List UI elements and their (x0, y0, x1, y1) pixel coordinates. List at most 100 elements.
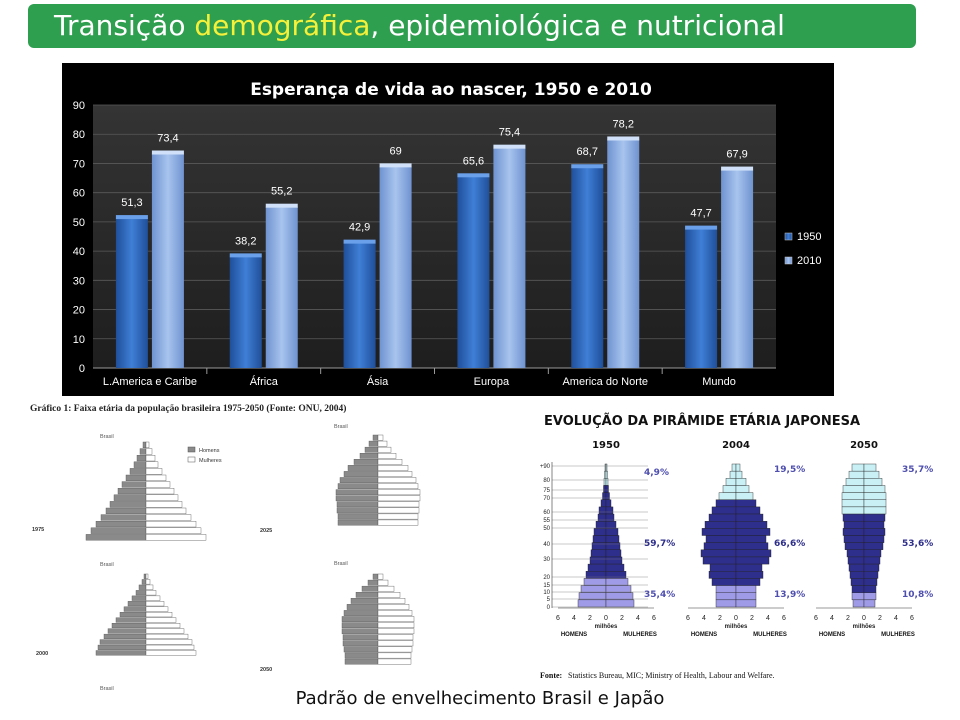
japan-bar-mulheres (735, 520, 768, 529)
japan-year-label: 2050 (850, 440, 878, 451)
japan-x-tick: 6 (910, 615, 914, 622)
japan-bar-homens (715, 592, 737, 601)
pyramid-bar-mulheres (377, 513, 419, 520)
bar-data-label: 42,9 (349, 222, 370, 234)
title-highlight: demográfica (194, 9, 371, 42)
japan-bar-homens (590, 549, 607, 558)
pyramid-bar-homens (347, 465, 379, 471)
japan-bar-homens (841, 492, 865, 500)
pyramid-bar-homens (105, 507, 147, 515)
pyramid-bar-mulheres (377, 465, 409, 471)
japan-bar-homens (603, 478, 607, 486)
japan-age-label: 75 (543, 488, 550, 494)
pyramid-bar-homens (90, 527, 147, 534)
pyramid-bar-homens (341, 622, 379, 629)
pyramid-bar-homens (141, 579, 147, 585)
legend-swatch (784, 232, 793, 241)
pyramid-bar-homens (343, 610, 379, 616)
pyramid-bar-mulheres (145, 487, 175, 495)
japan-x-tick: 4 (636, 615, 640, 622)
pyramid-bar-mulheres (145, 468, 163, 475)
japan-bar-mulheres (863, 506, 887, 515)
japan-bar-homens (845, 478, 865, 486)
bar-1950 (685, 228, 718, 368)
japan-age-label: 15 (543, 583, 550, 589)
pyramid-bar-mulheres (145, 650, 197, 656)
japan-bar-homens (715, 585, 737, 593)
bar-top-cap (607, 136, 640, 141)
bar-data-label: 78,2 (613, 118, 634, 130)
title-text-end: , epidemiológica e nutricional (370, 9, 785, 42)
pyramid-bar-mulheres (145, 481, 171, 488)
bar-top-cap (457, 173, 490, 178)
japan-bar-homens (602, 492, 607, 500)
japan-bar-homens (603, 485, 607, 493)
pyramid-bar-mulheres (377, 483, 419, 489)
japan-bar-homens (715, 499, 737, 508)
japan-bar-mulheres (605, 535, 620, 543)
japan-x-tick: 4 (766, 615, 770, 622)
brazil-population-pyramids: Gráfico 1: Faixa etária da população bra… (30, 403, 421, 692)
japan-mulheres-label: MULHERES (753, 632, 787, 638)
pyramid-bar-homens (368, 440, 379, 447)
japan-age-label: 5 (547, 597, 551, 603)
pyramid-bar-mulheres (145, 644, 195, 650)
pyramid-bar-mulheres (377, 591, 401, 598)
pyramid-bar-mulheres (145, 628, 185, 634)
japan-age-label: 70 (543, 496, 550, 502)
pyramid-bar-homens (343, 471, 379, 477)
japan-bar-homens (722, 485, 737, 493)
bar-top-cap (721, 166, 754, 171)
japan-mulheres-label: MULHERES (623, 632, 657, 638)
pyramid-bar-mulheres (145, 514, 192, 521)
japan-bar-mulheres (735, 463, 741, 472)
japan-homens-label: HOMENS (691, 632, 717, 638)
japan-bar-mulheres (735, 556, 770, 565)
pyramid-bar-mulheres (145, 441, 150, 449)
japan-x-axis: 6 4 2 0 2 4 6 milhões HOMENS MULHERES (686, 607, 787, 638)
pyramid-bar-mulheres (377, 646, 413, 653)
pyramid-bar-mulheres (377, 440, 388, 447)
japan-bar-mulheres (863, 578, 878, 586)
japan-share-working: 53,6% (902, 539, 933, 549)
japan-bar-mulheres (605, 571, 627, 579)
pyramid-bar-homens (339, 477, 379, 483)
pyramid-bar-homens (125, 474, 147, 482)
pyramid-bar-homens (364, 446, 379, 453)
pyramid-bar-mulheres (145, 595, 161, 601)
title-text-start: Transição (54, 9, 195, 42)
pyramid-bar-homens (337, 513, 379, 520)
pyramid-bar-mulheres (145, 520, 197, 528)
slide-title-bar: Transição demográfica, epidemiológica e … (28, 4, 916, 48)
japan-bar-homens (842, 485, 865, 493)
category-label: L.America e Caribe (103, 376, 197, 388)
y-tick-label: 50 (73, 217, 85, 229)
pyramid-bar-mulheres (377, 477, 417, 483)
japan-homens-label: HOMENS (819, 632, 845, 638)
japan-bar-homens (604, 470, 607, 479)
japan-x-label: milhões (725, 624, 748, 630)
japan-bar-homens (847, 556, 865, 565)
pyramid-bar-homens (131, 595, 147, 601)
japan-bar-mulheres (735, 599, 757, 608)
japan-bar-homens (729, 470, 737, 479)
japan-bar-homens (600, 499, 607, 508)
y-tick-label: 90 (73, 100, 85, 112)
pyramid-bar-homens (142, 441, 147, 449)
y-tick-label: 10 (73, 334, 85, 346)
category-label: Europa (474, 376, 510, 388)
japan-bar-homens (842, 528, 865, 536)
japan-bar-mulheres (863, 563, 880, 572)
pyramid-bar-mulheres (145, 573, 149, 579)
japan-bar-homens (591, 542, 607, 550)
japan-x-label: milhões (595, 624, 618, 630)
slide-caption: Padrão de envelhecimento Brasil e Japão (295, 688, 665, 709)
japan-bar-mulheres (735, 585, 757, 593)
bar-data-label: 68,7 (577, 146, 598, 158)
japan-bar-homens (577, 599, 607, 608)
japan-bar-mulheres (605, 556, 623, 565)
pyramid-year-label: 2025 (260, 528, 272, 534)
japan-bar-mulheres (735, 478, 747, 486)
japan-x-tick: 6 (814, 615, 818, 622)
japan-x-tick: 2 (750, 615, 754, 622)
